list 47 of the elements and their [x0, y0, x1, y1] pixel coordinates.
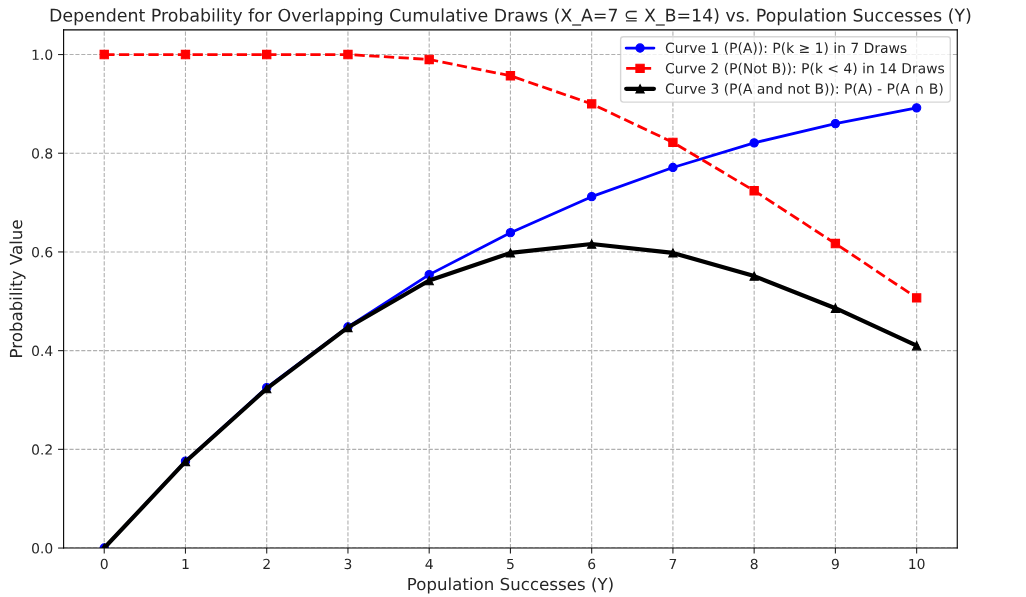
point: [749, 186, 759, 196]
x-tick-label: 8: [750, 558, 758, 570]
x-tick-label: 7: [669, 558, 677, 570]
x-axis-title: Population Successes (Y): [408, 577, 613, 594]
x-tick-label: 10: [909, 558, 925, 570]
point: [911, 103, 922, 113]
point: [668, 248, 678, 258]
y-tick-label: 0.6: [32, 246, 53, 258]
x-tick-label: 4: [425, 558, 433, 570]
point: [505, 248, 516, 258]
x-tick-label: 2: [263, 558, 270, 570]
y-tick-label: 0.0: [32, 543, 53, 554]
point: [180, 49, 191, 60]
point: [586, 191, 597, 202]
y-tick-label: 0.2: [32, 444, 52, 455]
point: [262, 49, 272, 60]
point: [911, 341, 922, 351]
x-tick-label: 5: [507, 558, 514, 570]
chart-title: Dependent Probability for Overlapping Cumulative Draws (X_A=7 ⊆ X_B=14) vs. Population Successes (Y): [50, 8, 971, 26]
point: [424, 275, 434, 286]
point: [830, 303, 841, 313]
point: [99, 49, 109, 60]
x-tick-label: 3: [344, 558, 352, 570]
point: [505, 228, 516, 238]
x-tick-label: 9: [831, 558, 839, 570]
point: [343, 49, 353, 60]
point: [830, 118, 841, 129]
point: [586, 239, 597, 249]
legend-label: Curve 3 (P(A and not B)): P(A) - P(A ∩ B): [665, 83, 943, 96]
y-axis-title: Probability Value: [9, 220, 26, 357]
point: [668, 162, 678, 173]
point: [505, 71, 516, 81]
y-tick-label: 0.8: [32, 148, 53, 159]
x-tick-label: 6: [588, 558, 596, 570]
point: [668, 137, 678, 148]
legend-label: Curve 1 (P(A)): P(k ≥ 1) in 7 Draws: [665, 42, 907, 55]
point: [749, 271, 759, 281]
y-tick-label: 0.4: [32, 345, 53, 357]
x-tick-label: 1: [182, 558, 189, 570]
point: [586, 99, 597, 109]
point: [424, 54, 434, 65]
point: [830, 238, 841, 249]
legend-label: Curve 2 (P(Not B)): P(k < 4) in 14 Draws: [665, 62, 945, 76]
point: [911, 293, 922, 303]
x-tick-label: 0: [100, 558, 108, 570]
point: [749, 138, 759, 148]
y-tick-label: 1.0: [32, 49, 53, 60]
